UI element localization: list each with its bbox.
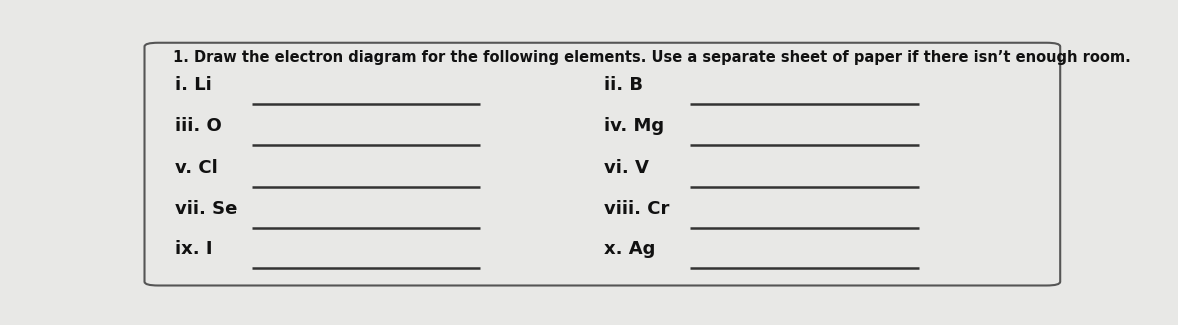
Text: ix. I: ix. I xyxy=(174,240,212,258)
Text: vi. V: vi. V xyxy=(604,159,649,177)
Text: iii. O: iii. O xyxy=(174,117,221,135)
FancyBboxPatch shape xyxy=(145,43,1060,285)
Text: viii. Cr: viii. Cr xyxy=(604,200,669,218)
Text: iv. Mg: iv. Mg xyxy=(604,117,664,135)
Text: vii. Se: vii. Se xyxy=(174,200,237,218)
Text: i. Li: i. Li xyxy=(174,76,211,94)
Text: x. Ag: x. Ag xyxy=(604,240,655,258)
Text: 1. Draw the electron diagram for the following elements. Use a separate sheet of: 1. Draw the electron diagram for the fol… xyxy=(173,50,1131,65)
Text: ii. B: ii. B xyxy=(604,76,643,94)
Text: v. Cl: v. Cl xyxy=(174,159,218,177)
